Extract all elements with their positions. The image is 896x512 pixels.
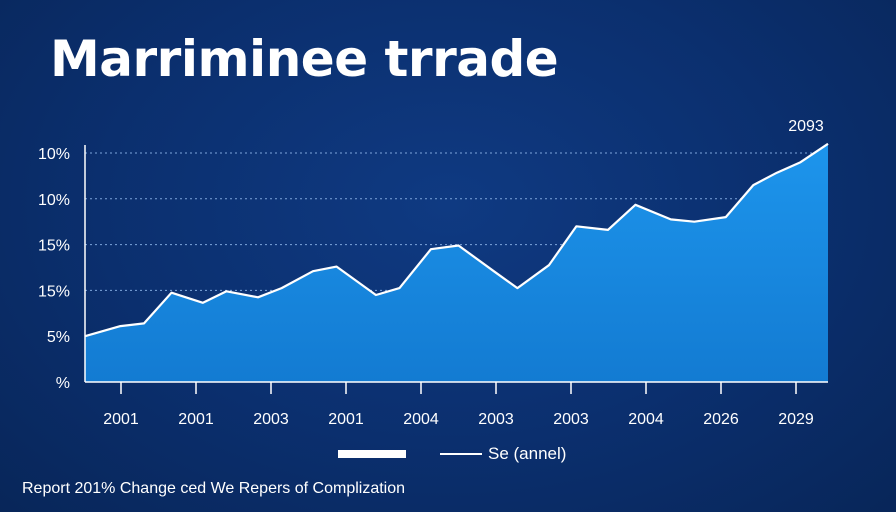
x-tick-label: 2026: [703, 411, 739, 428]
series-line: [84, 142, 829, 338]
y-tick-label: %: [56, 375, 70, 392]
chart-title: Marriminee trrade: [50, 30, 559, 88]
x-tick-label: 2029: [778, 411, 814, 428]
legend-swatch-thin: [440, 453, 482, 455]
legend-label: Se (annel): [488, 444, 567, 463]
y-tick-label: 15%: [38, 283, 70, 300]
annotation-label: 2093: [788, 118, 824, 135]
y-tick-label: 15%: [38, 238, 70, 255]
footer-note: Report 201% Change ced We Repers of Comp…: [22, 480, 406, 497]
x-tick-label: 2001: [178, 411, 214, 428]
x-tick-label: 2001: [328, 411, 364, 428]
y-tick-label: 10%: [38, 192, 70, 209]
x-tick-label: 2003: [478, 411, 514, 428]
x-tick-labels: 2001 2001 2003 2001 2004 2003 2003 2004 2026 2029: [103, 382, 814, 428]
y-tick-label: 10%: [38, 146, 70, 163]
x-tick-label: 2003: [253, 411, 289, 428]
x-tick-label: 2001: [103, 411, 139, 428]
x-tick-label: 2004: [628, 411, 664, 428]
legend-swatch-thick: [338, 450, 406, 458]
series-area: [85, 143, 828, 382]
y-tick-label: 5%: [47, 329, 70, 346]
x-tick-label: 2004: [403, 411, 439, 428]
legend: Se (annel): [338, 444, 566, 464]
y-tick-labels: % 5% 15% 15% 10% 10%: [38, 146, 70, 392]
x-tick-label: 2003: [553, 411, 589, 428]
